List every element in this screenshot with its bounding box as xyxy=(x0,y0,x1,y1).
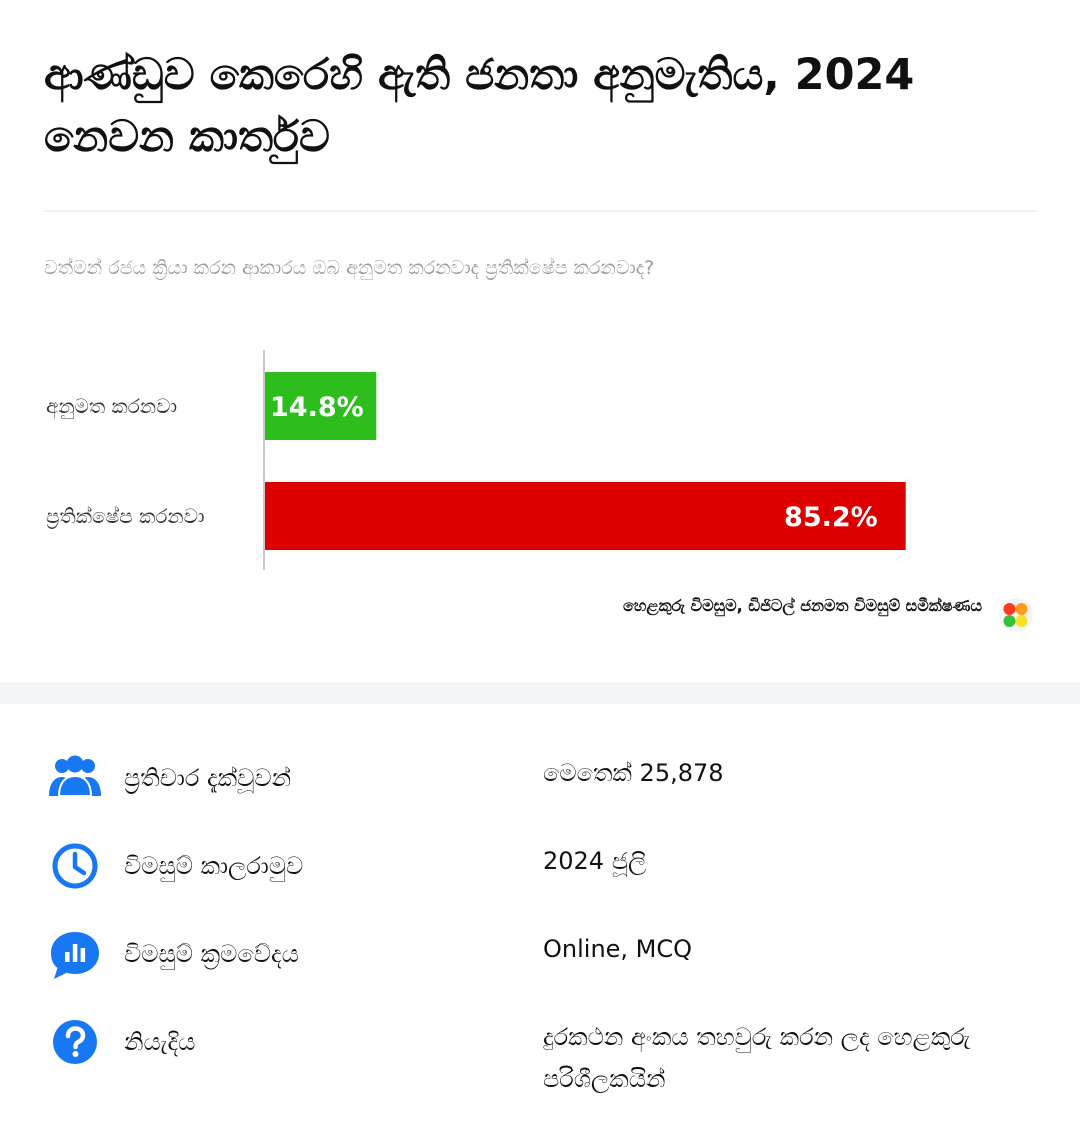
info-value: දුරකථන අංකය තහවුරු කරන ලද හෙළකුරු පරිශීල… xyxy=(543,1023,971,1093)
info-value: මෙතෙක් 25,878 xyxy=(543,759,724,787)
info-row-method: විමසුම් ක්‍රමවේදය Online, MCQ xyxy=(0,928,1080,1018)
people-icon xyxy=(49,755,101,797)
category-label: ප්‍රතික්ෂේප කරනවා xyxy=(46,504,205,530)
helakuru-logo-icon xyxy=(999,598,1033,632)
info-label: නියැදිය xyxy=(124,1028,196,1056)
category-label: අනුමත කරනවා xyxy=(46,394,177,419)
info-row-sample: නියැදිය දුරකථන අංකය තහවුරු කරන ලද හෙළකුර… xyxy=(0,1016,1080,1106)
question-icon xyxy=(53,1020,97,1064)
bar xyxy=(265,482,906,550)
bar xyxy=(265,372,377,440)
section-divider xyxy=(0,682,1080,704)
bar-value-label: 14.8% xyxy=(270,392,364,423)
survey-question: වත්මන් රජය ක්‍රියා කරන ආකාරය ඔබ අනුමත කර… xyxy=(44,257,655,279)
bar-chart: අනුමත කරනවා 14.8% ප්‍රතික්ෂේප කරනවා 85.2% xyxy=(46,350,906,570)
source-credit: හෙළකුරු විමසුම, ඩිජිටල් ජනමත විමසුම් සමී… xyxy=(622,596,982,615)
info-value: Online, MCQ xyxy=(543,935,693,963)
bar-value-label: 85.2% xyxy=(784,502,878,533)
info-label: ප්‍රතිචාර දැක්වූවන් xyxy=(124,764,292,792)
clock-icon xyxy=(52,843,98,889)
info-label: විමසුම් ක්‍රමවේදය xyxy=(124,940,299,968)
info-value: 2024 ජූලි xyxy=(543,847,647,875)
title-divider xyxy=(44,210,1038,212)
chart-chat-icon xyxy=(51,932,99,979)
info-label: විමසුම් කාලරාමුව xyxy=(124,852,304,880)
chart-title: ආණ්ඩුව කෙරෙහි ඇති ජනතා අනුමැතිය, 2024 නෙ… xyxy=(44,50,915,162)
info-row-period: විමසුම් කාලරාමුව 2024 ජූලි xyxy=(0,840,1080,930)
info-row-respondents: ප්‍රතිචාර දැක්වූවන් මෙතෙක් 25,878 xyxy=(0,752,1080,842)
